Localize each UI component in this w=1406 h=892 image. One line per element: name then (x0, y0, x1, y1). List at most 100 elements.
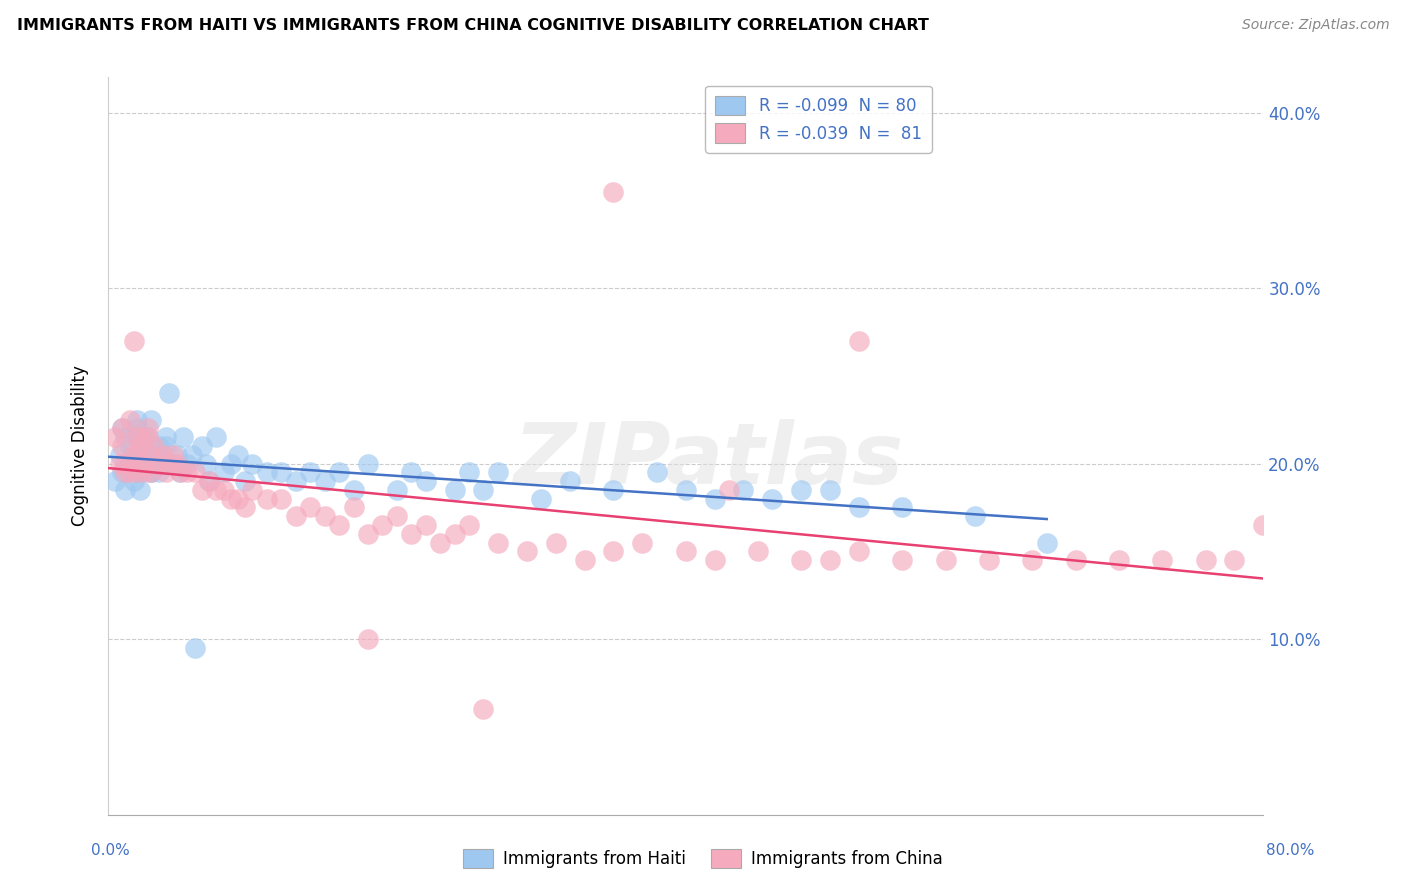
Point (848, 500, 870, 515)
Point (205, 430, 228, 444)
Point (747, 544, 769, 558)
Point (176, 466, 198, 480)
Point (357, 526, 380, 541)
Point (1108, 553, 1130, 567)
Point (111, 466, 134, 480)
Point (141, 448, 163, 462)
Point (183, 640, 205, 655)
Y-axis label: Cognitive Disability: Cognitive Disability (72, 366, 89, 526)
Point (270, 466, 292, 480)
Point (891, 500, 914, 515)
Point (157, 386, 180, 401)
Point (675, 483, 697, 497)
Point (558, 474, 581, 488)
Point (516, 544, 538, 558)
Point (977, 553, 1000, 567)
Point (148, 448, 170, 462)
Point (114, 430, 136, 444)
Point (371, 518, 394, 533)
Point (143, 457, 166, 471)
Point (141, 412, 163, 426)
Point (486, 535, 509, 549)
Point (401, 466, 423, 480)
Point (205, 483, 228, 497)
Point (155, 466, 177, 480)
Point (122, 334, 145, 348)
Point (125, 466, 148, 480)
Point (125, 412, 148, 426)
Point (166, 448, 188, 462)
Point (703, 491, 725, 506)
Point (118, 412, 141, 426)
Point (118, 457, 141, 471)
Point (132, 466, 155, 480)
Point (132, 457, 155, 471)
Point (458, 466, 481, 480)
Point (284, 474, 307, 488)
Point (104, 474, 127, 488)
Point (162, 457, 184, 471)
Point (357, 632, 380, 646)
Point (183, 466, 205, 480)
Point (544, 535, 567, 549)
Point (1223, 553, 1246, 567)
Point (415, 474, 437, 488)
Point (114, 466, 136, 480)
Point (602, 185, 624, 199)
Point (219, 491, 242, 506)
Point (342, 483, 364, 497)
Point (233, 474, 256, 488)
Point (256, 491, 278, 506)
Point (132, 457, 155, 471)
Point (472, 702, 495, 716)
Point (198, 474, 221, 488)
Point (148, 457, 170, 471)
Point (443, 483, 465, 497)
Point (138, 457, 160, 471)
Point (111, 421, 134, 435)
Point (128, 448, 150, 462)
Point (118, 466, 141, 480)
Point (138, 430, 160, 444)
Point (122, 474, 145, 488)
Point (195, 457, 218, 471)
Point (138, 421, 160, 435)
Point (717, 483, 740, 497)
Point (1253, 518, 1275, 533)
Point (1194, 553, 1216, 567)
Point (132, 430, 155, 444)
Point (122, 466, 145, 480)
Point (114, 483, 136, 497)
Point (429, 535, 451, 549)
Point (790, 553, 813, 567)
Point (125, 430, 148, 444)
Point (443, 526, 465, 541)
Point (180, 448, 202, 462)
Point (891, 553, 914, 567)
Point (328, 466, 350, 480)
Point (458, 518, 481, 533)
Point (574, 553, 596, 567)
Point (111, 421, 134, 435)
Point (128, 430, 150, 444)
Point (128, 483, 150, 497)
Point (141, 466, 163, 480)
Point (104, 430, 127, 444)
Point (401, 526, 423, 541)
Point (299, 466, 322, 480)
Point (191, 439, 214, 453)
Point (152, 448, 174, 462)
Point (242, 457, 264, 471)
Point (645, 466, 668, 480)
Point (1021, 553, 1043, 567)
Legend: Immigrants from Haiti, Immigrants from China: Immigrants from Haiti, Immigrants from C… (457, 842, 949, 875)
Point (141, 466, 163, 480)
Point (299, 500, 322, 515)
Point (284, 509, 307, 524)
Point (602, 483, 624, 497)
Text: Source: ZipAtlas.com: Source: ZipAtlas.com (1241, 18, 1389, 32)
Point (233, 500, 256, 515)
Point (108, 457, 131, 471)
Text: IMMIGRANTS FROM HAITI VS IMMIGRANTS FROM CHINA COGNITIVE DISABILITY CORRELATION : IMMIGRANTS FROM HAITI VS IMMIGRANTS FROM… (17, 18, 929, 33)
Point (848, 544, 870, 558)
